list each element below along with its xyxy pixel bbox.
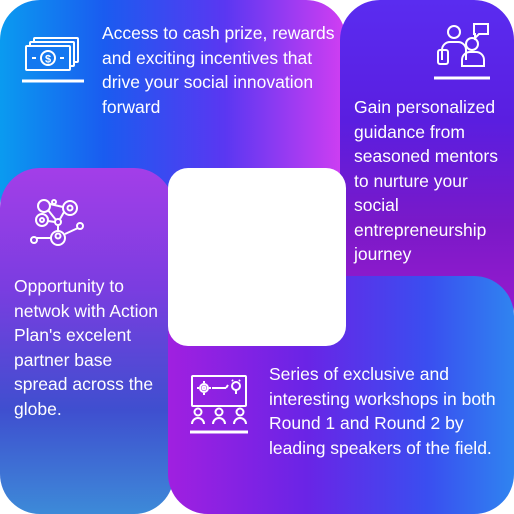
network-card [0,168,174,514]
mentor-icon [434,23,490,80]
workshops-text: Series of exclusive and interesting work… [269,364,496,458]
cash-prize-text: Access to cash prize, rewards and exciti… [102,23,335,117]
money-icon: $ [22,37,84,83]
svg-text:$: $ [45,54,51,66]
workshop-icon [190,375,248,434]
network-icon [30,199,84,246]
center-blank-panel [168,168,346,346]
network-text: Opportunity to netwok with Action Plan's… [14,276,158,419]
mentorship-text: Gain personalized guidance from seasoned… [354,97,498,264]
